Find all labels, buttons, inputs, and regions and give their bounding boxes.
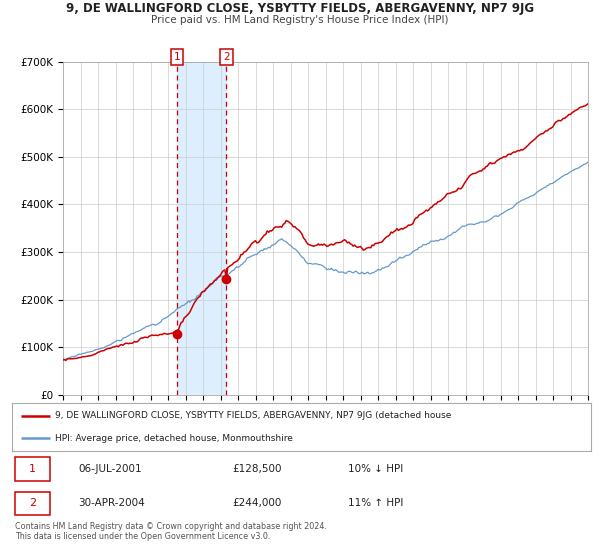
Text: 1: 1 (173, 52, 180, 62)
Text: 10% ↓ HPI: 10% ↓ HPI (348, 464, 403, 474)
Text: 06-JUL-2001: 06-JUL-2001 (79, 464, 142, 474)
Text: HPI: Average price, detached house, Monmouthshire: HPI: Average price, detached house, Monm… (55, 434, 293, 443)
Text: Contains HM Land Registry data © Crown copyright and database right 2024.
This d: Contains HM Land Registry data © Crown c… (15, 522, 327, 542)
Text: Price paid vs. HM Land Registry's House Price Index (HPI): Price paid vs. HM Land Registry's House … (151, 15, 449, 25)
Text: 1: 1 (29, 464, 36, 474)
Text: 11% ↑ HPI: 11% ↑ HPI (348, 498, 403, 508)
Text: 2: 2 (223, 52, 230, 62)
Text: £128,500: £128,500 (232, 464, 281, 474)
Text: 30-APR-2004: 30-APR-2004 (79, 498, 145, 508)
Text: 9, DE WALLINGFORD CLOSE, YSBYTTY FIELDS, ABERGAVENNY, NP7 9JG (detached house: 9, DE WALLINGFORD CLOSE, YSBYTTY FIELDS,… (55, 411, 452, 420)
Text: £244,000: £244,000 (232, 498, 281, 508)
FancyBboxPatch shape (15, 458, 50, 480)
Text: 2: 2 (29, 498, 36, 508)
Text: 9, DE WALLINGFORD CLOSE, YSBYTTY FIELDS, ABERGAVENNY, NP7 9JG: 9, DE WALLINGFORD CLOSE, YSBYTTY FIELDS,… (66, 2, 534, 15)
Bar (177, 62, 226, 395)
FancyBboxPatch shape (15, 492, 50, 515)
